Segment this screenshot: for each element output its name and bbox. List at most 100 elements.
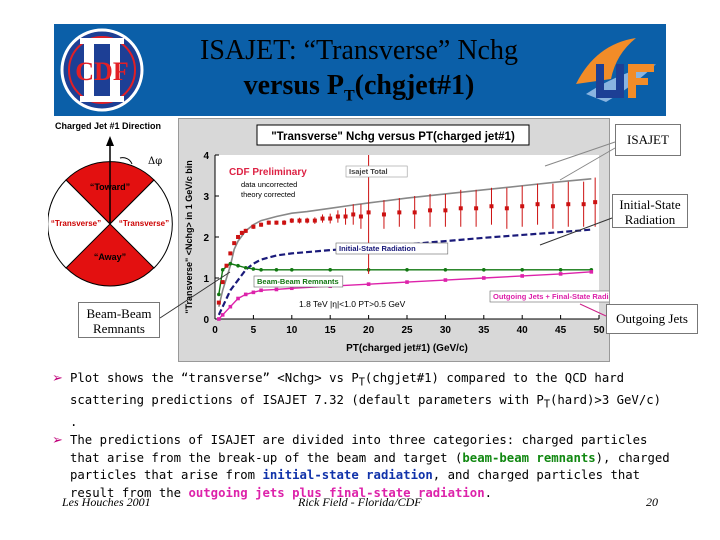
legend-box (345, 165, 408, 178)
data-point (504, 206, 509, 211)
series-marker (405, 280, 409, 284)
bullet-2-out: outgoing jets plus final-state radiation (188, 485, 485, 500)
footer-left: Les Houches 2001 (62, 495, 151, 509)
series-marker (558, 268, 563, 272)
series-marker (520, 274, 524, 278)
data-point (489, 204, 494, 209)
series-marker (290, 268, 294, 272)
series-marker (228, 304, 233, 309)
data-point (358, 214, 363, 219)
callout-bbr: Beam-Beam Remnants (78, 302, 160, 338)
data-point (520, 204, 525, 209)
title-line-1: ISAJET: “Transverse” Nchg (200, 35, 518, 66)
slide-title: ISAJET: “Transverse” Nchg versus PT(chgj… (194, 34, 524, 115)
callout-outgoing: Outgoing Jets (606, 304, 698, 334)
data-point (412, 210, 417, 215)
series-marker (443, 268, 448, 272)
data-point (581, 202, 586, 207)
series-marker (236, 263, 240, 268)
legend-label: Isajet Total (349, 167, 388, 176)
callout-isr-line1: Initial-State (619, 197, 681, 212)
legend-box (253, 275, 344, 288)
note-line-2: theory corrected (241, 190, 295, 199)
page-number: 20 (646, 495, 658, 509)
callout-bbr-line2: Remnants (93, 321, 145, 336)
legend-box (335, 242, 449, 255)
series-marker (405, 268, 409, 272)
note-line-1: data uncorrected (241, 180, 297, 189)
series-marker (589, 270, 594, 274)
data-point (259, 222, 264, 227)
data-point (297, 218, 302, 223)
bullet-arrow-icon: ➢ (52, 433, 63, 449)
data-point (474, 206, 479, 211)
bullet-2: ➢ The predictions of ISAJET are divided … (52, 432, 672, 502)
data-point (593, 200, 598, 205)
series-marker (243, 265, 248, 270)
bullet-2-bbr: beam-beam remnants (462, 450, 596, 465)
x-tick-label: 40 (517, 325, 529, 336)
data-point (550, 204, 555, 209)
cut-label: 1.8 TeV |η|<1.0 PT>0.5 GeV (299, 299, 406, 309)
series-marker (443, 278, 448, 282)
transverse-right-label: “Transverse” (119, 219, 169, 228)
data-point (335, 214, 340, 219)
data-point (343, 214, 348, 219)
data-point (266, 220, 271, 225)
series-marker (251, 290, 256, 295)
data-point (289, 218, 294, 223)
plot-frame: "Transverse" Nchg versus PT(charged jet#… (178, 118, 667, 362)
data-point (224, 263, 229, 268)
x-tick-label: 10 (286, 325, 298, 336)
x-tick-label: 30 (440, 325, 452, 336)
data-point (428, 208, 433, 213)
data-point (458, 206, 463, 211)
bullet-arrow-icon: ➢ (52, 371, 63, 386)
series-marker (220, 313, 225, 317)
bullet-1: ➢ Plot shows the “transverse” <Nchg> vs … (52, 370, 672, 431)
title-line-2: versus PT(chgjet#1) (194, 68, 524, 115)
data-point (274, 220, 279, 225)
bullet-1-sub: T (358, 376, 365, 389)
series-marker (217, 292, 221, 297)
data-point (328, 216, 333, 221)
x-tick-label: 50 (593, 325, 605, 336)
data-point (220, 280, 225, 285)
bullet-1-sub2: T (543, 398, 550, 411)
series-marker (251, 267, 256, 271)
cdf-logo-text: CDF (75, 57, 128, 86)
data-point (282, 220, 287, 225)
data-point (216, 300, 221, 305)
data-point (351, 212, 356, 217)
series-marker (290, 286, 294, 291)
data-point (381, 212, 386, 217)
series-marker (274, 287, 279, 292)
bullet-1-b: (chgjet#1) compared to the QCD hard scat… (70, 371, 625, 407)
diagram-top-label: Charged Jet #1 Direction (55, 121, 161, 131)
bullet-1-c: (hard)>3 GeV/c) . (70, 392, 662, 429)
series-marker (366, 282, 371, 286)
callout-isr-line2: Radiation (624, 212, 676, 227)
series-line (218, 177, 592, 307)
bullet-1-a: Plot shows the “transverse” <Nchg> vs P (70, 371, 359, 385)
series-marker (220, 268, 225, 272)
x-tick-label: 5 (251, 325, 257, 336)
callout-isr: Initial-State Radiation (612, 194, 688, 228)
delta-phi-label: Δφ (148, 156, 162, 167)
x-tick-label: 25 (401, 325, 413, 336)
bullet-2-a: The predictions of ISAJET are divided in… (70, 433, 648, 465)
legend-label: Beam-Beam Remnants (257, 277, 339, 286)
y-tick-label: 2 (203, 233, 209, 244)
series-marker (259, 288, 263, 293)
data-point (397, 210, 402, 215)
data-point (232, 241, 237, 246)
bullet-2-d: . (484, 485, 493, 500)
region-diagram: Charged Jet #1 Direction Δφ “Toward” “Tr… (48, 121, 173, 287)
data-point (251, 224, 256, 229)
data-point (305, 218, 310, 223)
legend-label: Initial-State Radiation (339, 244, 416, 253)
chart-title: "Transverse" Nchg versus PT(charged jet#… (271, 131, 515, 143)
y-tick-label: 1 (203, 274, 209, 285)
series-marker (328, 268, 332, 272)
series-marker (243, 292, 248, 297)
